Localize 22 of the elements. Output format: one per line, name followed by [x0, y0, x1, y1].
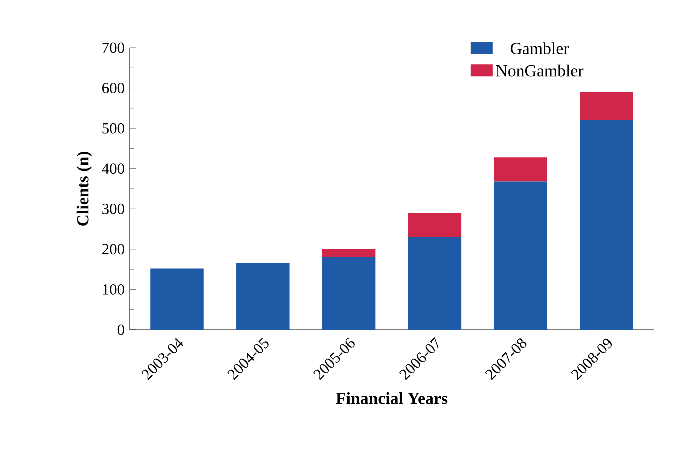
bar: [580, 92, 634, 121]
bar: [322, 249, 376, 258]
bar: [150, 268, 204, 330]
y-tick-label: 100: [103, 284, 124, 295]
bar: [408, 237, 462, 330]
y-tick-label: 300: [102, 204, 124, 214]
y-tick-label: 600: [102, 83, 124, 94]
y-axis-title: Clients (n): [76, 152, 92, 226]
y-tick-label: 400: [102, 164, 124, 174]
bar: [408, 213, 462, 238]
legend-label: NonGambler: [496, 64, 584, 77]
y-tick-label: 200: [102, 244, 124, 255]
legend-label: Gambler: [510, 42, 570, 54]
bar: [236, 263, 290, 330]
x-axis-title: Financial Years: [336, 392, 448, 404]
bar: [322, 257, 376, 330]
y-tick-label: 700: [102, 42, 124, 54]
bar: [494, 182, 548, 330]
y-tick-label: 0: [118, 324, 124, 336]
bar: [494, 158, 548, 182]
y-tick-label: 500: [102, 123, 124, 134]
bar: [580, 120, 634, 330]
